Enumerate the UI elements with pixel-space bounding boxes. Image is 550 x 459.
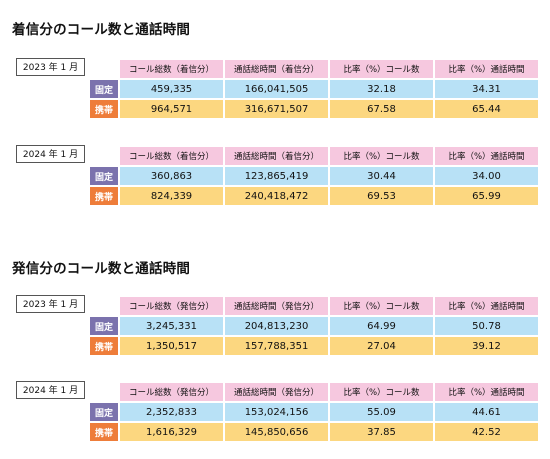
cell-call-count: 964,571 (120, 100, 223, 118)
period-label-outgoing-2024: 2024 年 1 月 (16, 381, 85, 399)
cell-ratio-time: 65.44 (435, 100, 538, 118)
incoming-table-2024: コール総数（着信分） 通話総時間（着信分） 比率（%）コール数 比率（%）通話時… (88, 145, 540, 207)
cell-ratio-time: 42.52 (435, 423, 538, 441)
col-header-call-time: 通話総時間（発信分） (225, 297, 328, 315)
table-row-fixed: 固定 459,335 166,041,505 32.18 34.31 (90, 80, 538, 98)
period-label-incoming-2023: 2023 年 1 月 (16, 58, 85, 76)
table-row-mobile: 携帯 964,571 316,671,507 67.58 65.44 (90, 100, 538, 118)
col-header-ratio-count: 比率（%）コール数 (330, 60, 433, 78)
period-label-outgoing-2023: 2023 年 1 月 (16, 295, 85, 313)
col-header-call-count: コール総数（着信分） (120, 147, 223, 165)
header-row: コール総数（発信分） 通話総時間（発信分） 比率（%）コール数 比率（%）通話時… (90, 383, 538, 401)
col-header-call-time: 通話総時間（着信分） (225, 60, 328, 78)
cell-call-count: 1,350,517 (120, 337, 223, 355)
cell-call-time: 145,850,656 (225, 423, 328, 441)
cell-call-time: 123,865,419 (225, 167, 328, 185)
cell-call-count: 360,863 (120, 167, 223, 185)
col-header-ratio-count: 比率（%）コール数 (330, 297, 433, 315)
col-header-call-time: 通話総時間（着信分） (225, 147, 328, 165)
outgoing-section-title: 発信分のコール数と通話時間 (12, 261, 191, 277)
outgoing-table-2024: コール総数（発信分） 通話総時間（発信分） 比率（%）コール数 比率（%）通話時… (88, 381, 540, 443)
cell-call-time: 316,671,507 (225, 100, 328, 118)
header-row: コール総数（発信分） 通話総時間（発信分） 比率（%）コール数 比率（%）通話時… (90, 297, 538, 315)
cell-ratio-count: 55.09 (330, 403, 433, 421)
cell-call-time: 166,041,505 (225, 80, 328, 98)
col-header-call-time: 通話総時間（発信分） (225, 383, 328, 401)
cell-ratio-time: 65.99 (435, 187, 538, 205)
cell-ratio-count: 67.58 (330, 100, 433, 118)
cell-call-time: 204,813,230 (225, 317, 328, 335)
row-label-fixed: 固定 (90, 167, 118, 185)
cell-ratio-count: 27.04 (330, 337, 433, 355)
row-label-fixed: 固定 (90, 80, 118, 98)
outgoing-table-2023: コール総数（発信分） 通話総時間（発信分） 比率（%）コール数 比率（%）通話時… (88, 295, 540, 357)
cell-call-time: 157,788,351 (225, 337, 328, 355)
row-label-fixed: 固定 (90, 403, 118, 421)
table-row-fixed: 固定 3,245,331 204,813,230 64.99 50.78 (90, 317, 538, 335)
cell-call-count: 1,616,329 (120, 423, 223, 441)
table-row-fixed: 固定 2,352,833 153,024,156 55.09 44.61 (90, 403, 538, 421)
cell-call-time: 153,024,156 (225, 403, 328, 421)
cell-call-count: 459,335 (120, 80, 223, 98)
cell-call-count: 824,339 (120, 187, 223, 205)
col-header-ratio-time: 比率（%）通話時間 (435, 297, 538, 315)
corner-cell (90, 383, 118, 401)
row-label-fixed: 固定 (90, 317, 118, 335)
col-header-call-count: コール総数（発信分） (120, 297, 223, 315)
col-header-ratio-count: 比率（%）コール数 (330, 147, 433, 165)
table-row-mobile: 携帯 1,616,329 145,850,656 37.85 42.52 (90, 423, 538, 441)
corner-cell (90, 297, 118, 315)
table-row-mobile: 携帯 824,339 240,418,472 69.53 65.99 (90, 187, 538, 205)
cell-ratio-count: 37.85 (330, 423, 433, 441)
cell-call-time: 240,418,472 (225, 187, 328, 205)
corner-cell (90, 60, 118, 78)
cell-call-count: 2,352,833 (120, 403, 223, 421)
table-row-mobile: 携帯 1,350,517 157,788,351 27.04 39.12 (90, 337, 538, 355)
cell-ratio-count: 32.18 (330, 80, 433, 98)
row-label-mobile: 携帯 (90, 187, 118, 205)
cell-ratio-count: 30.44 (330, 167, 433, 185)
cell-ratio-time: 34.31 (435, 80, 538, 98)
table-row-fixed: 固定 360,863 123,865,419 30.44 34.00 (90, 167, 538, 185)
col-header-call-count: コール総数（発信分） (120, 383, 223, 401)
cell-ratio-time: 44.61 (435, 403, 538, 421)
corner-cell (90, 147, 118, 165)
header-row: コール総数（着信分） 通話総時間（着信分） 比率（%）コール数 比率（%）通話時… (90, 60, 538, 78)
row-label-mobile: 携帯 (90, 100, 118, 118)
cell-ratio-time: 39.12 (435, 337, 538, 355)
cell-ratio-time: 34.00 (435, 167, 538, 185)
cell-ratio-count: 69.53 (330, 187, 433, 205)
col-header-ratio-time: 比率（%）通話時間 (435, 383, 538, 401)
cell-ratio-count: 64.99 (330, 317, 433, 335)
cell-call-count: 3,245,331 (120, 317, 223, 335)
cell-ratio-time: 50.78 (435, 317, 538, 335)
incoming-table-2023: コール総数（着信分） 通話総時間（着信分） 比率（%）コール数 比率（%）通話時… (88, 58, 540, 120)
row-label-mobile: 携帯 (90, 423, 118, 441)
row-label-mobile: 携帯 (90, 337, 118, 355)
col-header-ratio-count: 比率（%）コール数 (330, 383, 433, 401)
header-row: コール総数（着信分） 通話総時間（着信分） 比率（%）コール数 比率（%）通話時… (90, 147, 538, 165)
incoming-section-title: 着信分のコール数と通話時間 (12, 22, 191, 38)
period-label-incoming-2024: 2024 年 1 月 (16, 145, 85, 163)
col-header-ratio-time: 比率（%）通話時間 (435, 147, 538, 165)
col-header-ratio-time: 比率（%）通話時間 (435, 60, 538, 78)
col-header-call-count: コール総数（着信分） (120, 60, 223, 78)
